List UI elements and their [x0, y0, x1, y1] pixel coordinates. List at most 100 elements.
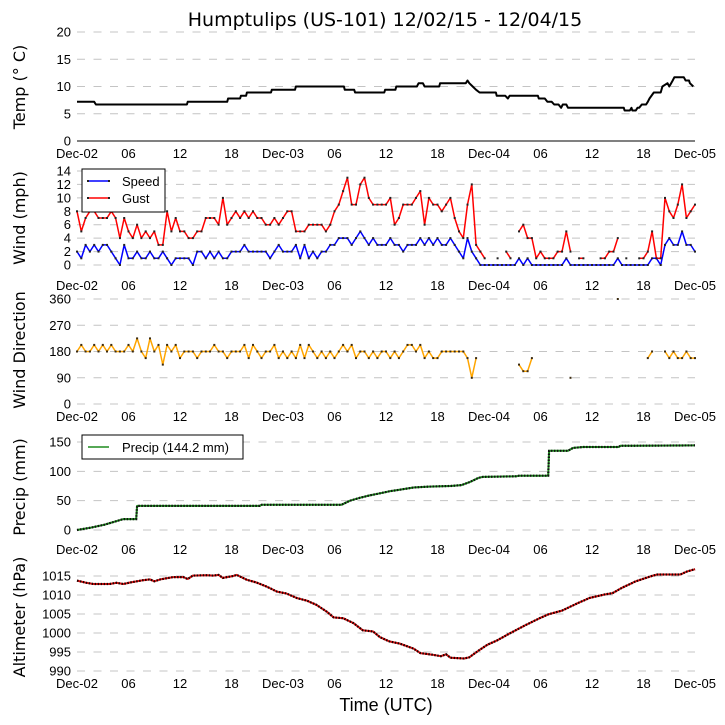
x-tick-label: Dec-03: [262, 542, 304, 557]
direction-point: [676, 357, 679, 360]
x-tick-label: 18: [430, 409, 444, 424]
gust-point: [552, 257, 555, 260]
gust-point: [380, 203, 383, 206]
speed-point: [282, 250, 284, 253]
gust-point: [406, 203, 409, 206]
direction-point: [685, 350, 688, 353]
gust-point: [350, 203, 353, 206]
direction-series-line: [76, 337, 695, 379]
y-tick-label: 990: [49, 664, 71, 679]
speed-point: [406, 243, 409, 246]
direction-point: [84, 350, 87, 353]
y-tick-label: 1015: [42, 569, 71, 584]
x-tick-label: Dec-02: [56, 409, 98, 424]
speed-point: [385, 243, 387, 246]
direction-point: [273, 343, 276, 346]
direction-point: [651, 350, 654, 353]
direction-point: [372, 350, 375, 353]
gust-point: [367, 196, 370, 199]
direction-point: [380, 350, 383, 353]
direction-point: [157, 343, 160, 346]
speed-point: [681, 230, 684, 233]
gust-point: [333, 210, 336, 213]
x-tick-label: 12: [585, 278, 599, 293]
direction-point: [385, 350, 387, 353]
speed-point: [595, 264, 598, 266]
y-tick-label: 90: [57, 370, 71, 385]
y-tick-label: 0: [64, 397, 71, 412]
speed-point: [359, 230, 362, 233]
speed-point: [161, 250, 164, 253]
gust-point: [157, 243, 160, 246]
speed-point: [174, 257, 177, 260]
x-tick-label: 12: [173, 542, 187, 557]
direction-point: [161, 363, 164, 366]
speed-point: [638, 264, 641, 266]
speed-point: [131, 257, 134, 260]
gust-point: [355, 203, 357, 206]
y-tick-label: 14: [57, 164, 71, 179]
y-tick-label: 4: [64, 231, 71, 246]
y-axis-label: Wind Direction: [10, 291, 29, 409]
speed-point: [329, 243, 332, 246]
x-tick-label: 18: [636, 676, 650, 691]
direction-point: [664, 350, 666, 353]
gust-point: [213, 217, 216, 219]
speed-point: [217, 250, 220, 253]
direction-point: [445, 350, 448, 353]
speed-point: [247, 250, 250, 253]
gust-point: [247, 217, 250, 219]
gust-point: [136, 223, 139, 226]
gust-point: [342, 190, 345, 193]
direction-point: [196, 357, 199, 360]
speed-point: [427, 237, 430, 240]
direction-point: [466, 357, 469, 360]
speed-point: [642, 264, 645, 266]
direction-point: [406, 343, 409, 346]
speed-point: [522, 264, 525, 266]
speed-point: [539, 264, 542, 266]
gust-point: [659, 257, 662, 260]
y-axis-label: Altimeter (hPa): [10, 557, 29, 678]
y-axis-label: Wind (mph): [10, 171, 29, 265]
gust-point: [84, 217, 87, 219]
speed-point: [432, 243, 435, 246]
speed-point: [380, 243, 383, 246]
direction-point: [458, 350, 460, 353]
direction-point: [153, 350, 156, 353]
gust-point: [346, 176, 349, 179]
gust-point: [277, 223, 280, 226]
direction-point: [646, 357, 649, 360]
gust-point: [518, 230, 520, 233]
direction-point: [410, 343, 413, 346]
speed-point: [591, 264, 593, 266]
gust-point: [672, 217, 675, 219]
y-tick-label: 10: [57, 79, 71, 94]
gust-point: [127, 230, 130, 233]
direction-point: [342, 343, 345, 346]
x-tick-label: 06: [327, 676, 341, 691]
gust-point: [226, 223, 229, 226]
speed-point: [664, 243, 666, 246]
temp-series-line: [77, 76, 694, 112]
direction-point: [204, 350, 207, 353]
direction-point: [367, 357, 370, 360]
x-tick-label: Dec-05: [674, 278, 716, 293]
direction-point: [183, 350, 186, 353]
speed-point: [535, 264, 538, 266]
direction-point: [226, 357, 229, 360]
direction-point: [144, 357, 147, 360]
speed-point: [470, 250, 473, 253]
gust-point: [256, 217, 259, 219]
speed-point: [123, 243, 126, 246]
direction-point: [363, 350, 366, 353]
gust-point: [397, 217, 400, 219]
gust-point: [694, 203, 696, 206]
gust-point: [273, 217, 276, 219]
gust-point: [217, 223, 220, 226]
direction-point: [355, 357, 357, 360]
gust-point: [664, 196, 666, 199]
speed-point: [76, 250, 78, 253]
x-tick-label: Dec-03: [262, 409, 304, 424]
